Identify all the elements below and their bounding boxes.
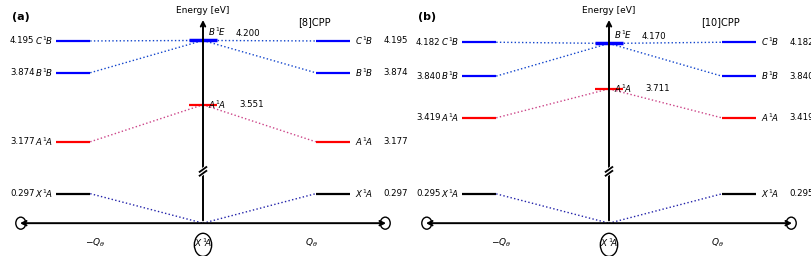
Text: $X\,^1\!A$: $X\,^1\!A$	[440, 188, 458, 200]
Text: $X\,^1\!A$: $X\,^1\!A$	[35, 187, 53, 200]
Text: 4.182: 4.182	[415, 38, 440, 47]
Text: 3.711: 3.711	[644, 84, 669, 93]
Text: 4.195: 4.195	[10, 36, 34, 46]
Text: Energy [eV]: Energy [eV]	[581, 6, 635, 15]
Text: 0.297: 0.297	[383, 189, 407, 198]
Text: 3.177: 3.177	[383, 137, 408, 146]
Text: $A\,^1\!A$: $A\,^1\!A$	[614, 83, 632, 95]
Text: $C\,^1\!B$: $C\,^1\!B$	[440, 36, 458, 48]
Text: $C\,^1\!B$: $C\,^1\!B$	[760, 36, 777, 48]
Text: $X\,^1\!A$: $X\,^1\!A$	[354, 187, 372, 200]
Text: $A\,^1\!A$: $A\,^1\!A$	[208, 99, 226, 111]
Text: $X\,^1\!A$: $X\,^1\!A$	[194, 237, 212, 249]
Text: $A\,^1\!A$: $A\,^1\!A$	[760, 112, 778, 124]
Text: $A\,^1\!A$: $A\,^1\!A$	[354, 136, 372, 148]
Text: $B\,^1\!B$: $B\,^1\!B$	[354, 67, 371, 79]
Text: 3.874: 3.874	[383, 68, 408, 77]
Text: $B\,^1\!B$: $B\,^1\!B$	[440, 70, 458, 82]
Text: $B\,^1\!B$: $B\,^1\!B$	[35, 67, 53, 79]
Text: 4.182: 4.182	[788, 38, 811, 47]
Text: $A\,^1\!A$: $A\,^1\!A$	[440, 112, 458, 124]
Text: Energy [eV]: Energy [eV]	[176, 6, 230, 15]
Text: 3.419: 3.419	[415, 113, 440, 122]
Text: [8]CPP: [8]CPP	[298, 17, 331, 27]
Text: $-Q_\theta$: $-Q_\theta$	[84, 237, 105, 249]
Text: $C\,^1\!B$: $C\,^1\!B$	[35, 35, 53, 47]
Text: 4.200: 4.200	[235, 29, 260, 38]
Text: $Q_\theta$: $Q_\theta$	[710, 237, 723, 249]
Text: $X\,^1\!A$: $X\,^1\!A$	[599, 237, 617, 249]
Text: 3.419: 3.419	[788, 113, 811, 122]
Text: $B\,^1\!E$: $B\,^1\!E$	[208, 26, 225, 38]
Text: $B\,^1\!B$: $B\,^1\!B$	[760, 70, 777, 82]
Text: (a): (a)	[11, 12, 29, 22]
Text: $A\,^1\!A$: $A\,^1\!A$	[35, 136, 53, 148]
Text: 3.177: 3.177	[10, 137, 35, 146]
Text: (b): (b)	[417, 12, 436, 22]
Text: $C\,^1\!B$: $C\,^1\!B$	[354, 35, 371, 47]
Text: 3.840: 3.840	[415, 72, 440, 81]
Text: $Q_\theta$: $Q_\theta$	[304, 237, 317, 249]
Text: $B\,^1\!E$: $B\,^1\!E$	[614, 29, 631, 41]
Text: 0.295: 0.295	[415, 189, 440, 198]
Text: $-Q_\theta$: $-Q_\theta$	[490, 237, 510, 249]
Text: 4.195: 4.195	[383, 36, 407, 46]
Text: [10]CPP: [10]CPP	[701, 17, 740, 27]
Text: 3.874: 3.874	[10, 68, 35, 77]
Text: 0.297: 0.297	[10, 189, 34, 198]
Text: 0.295: 0.295	[788, 189, 811, 198]
Text: 3.840: 3.840	[788, 72, 811, 81]
Text: 4.170: 4.170	[641, 32, 665, 41]
Text: $X\,^1\!A$: $X\,^1\!A$	[760, 188, 778, 200]
Text: 3.551: 3.551	[238, 100, 264, 109]
